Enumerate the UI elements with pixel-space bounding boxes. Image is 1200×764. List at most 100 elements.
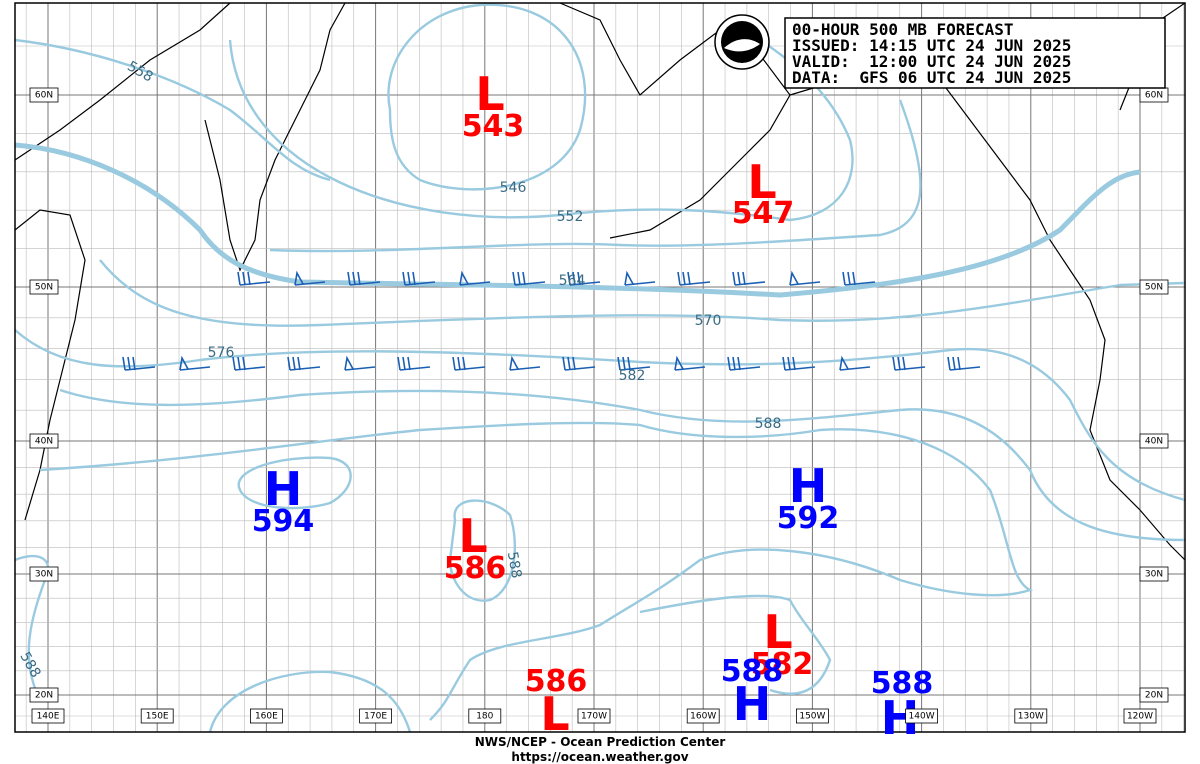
pressure-centers: L 543 L 547 H 594 L 586 H 592 L 582 588 … [252,67,934,745]
label-box [1014,708,1048,724]
header-line: 00-HOUR 500 MB FORECAST [792,20,1014,39]
contour-label: 552 [557,209,584,225]
label-box [1123,708,1157,724]
header-line: ISSUED: 14:15 UTC 24 JUN 2025 [792,36,1071,55]
wind-barb [617,356,651,371]
center-value: 588 [721,654,784,689]
lat-label: 20N [1145,691,1163,701]
coastline [14,2,231,161]
center-value: 586 [525,664,588,699]
lat-label: 50N [35,283,53,293]
contour-line [237,456,352,510]
lon-label: 160E [255,712,278,722]
lat-label: 30N [35,570,53,580]
lon-label: 150W [799,712,825,722]
contour-label: 588 [504,550,524,579]
label-box [577,708,611,724]
lon-label: 130W [1018,712,1044,722]
lon-label: 170E [364,712,387,722]
label-box [29,687,59,703]
grid [15,3,1185,732]
center-value: 547 [732,196,795,231]
center-symbol: L [540,687,569,741]
contour-label: 570 [695,313,722,329]
label-box [1139,433,1169,449]
graticule-labels: 60N 60N 50N 50N 40N 40N 30N 30N 20N 20N 140E 150E 16… [29,87,1169,724]
contour-line [14,142,1141,298]
center-symbol: L [747,155,776,209]
contour-line [269,99,922,253]
wind-barb [562,356,596,371]
wind-barb [727,356,761,371]
center-value: 543 [462,109,525,144]
wind-barb [892,356,926,371]
wind-barb [732,271,766,286]
label-box [359,708,393,724]
center-symbol: H [264,462,303,516]
wind-barb [624,270,656,286]
contour-line [387,3,587,191]
contour-line [228,39,854,222]
center-symbol: L [475,67,504,121]
center-value: 586 [444,551,507,586]
lat-label: 50N [1145,283,1163,293]
lat-label: 30N [1145,570,1163,580]
contour-line [639,594,832,695]
center-value: 594 [252,504,315,539]
wind-barb [452,356,486,371]
contour-line [14,554,50,701]
wind-barb [397,356,431,371]
label-box [686,708,720,724]
label-box [1139,687,1169,703]
wind-barb [782,356,816,371]
wind-barb [122,356,156,371]
contour-label: 576 [208,345,235,361]
center-value: 592 [777,501,840,536]
wind-barb [789,270,821,286]
label-box [468,708,502,724]
wind-barb [179,355,211,371]
noaa-logo [714,14,770,70]
wind-barb [459,270,491,286]
label-box [29,279,59,295]
lon-label: 140E [37,712,60,722]
contour-label: 588 [755,416,782,432]
wind-barb [567,271,601,286]
lon-label: 170W [581,712,607,722]
label-box [29,566,59,582]
lat-label: 20N [35,691,53,701]
wind-barb [947,356,981,371]
wind-barb [232,356,266,371]
wind-barb [294,270,326,286]
contour-line [59,388,1186,542]
header-box [784,17,1166,89]
lat-label: 40N [35,437,53,447]
label-box [249,708,283,724]
wind-barbs [122,270,981,371]
center-symbol: H [733,677,772,731]
wind-barb [674,355,706,371]
wind-barb [839,355,871,371]
wind-barb [512,271,546,286]
wind-barb [402,271,436,286]
contour-label: 582 [619,368,646,384]
contour-line [448,499,516,602]
label-box [796,708,829,724]
center-symbol: H [789,459,828,513]
center-symbol: L [763,605,792,659]
contour-label: 564 [559,273,586,289]
label-box [31,708,65,724]
lon-label: 120W [1127,712,1153,722]
lon-label: 140W [909,712,935,722]
lon-label: 180 [476,712,493,722]
map-frame [14,2,1186,733]
contour-line [208,670,412,733]
footer-url: https://ocean.weather.gov [511,750,688,764]
lat-label: 40N [1145,437,1163,447]
contour-line [99,259,1186,327]
lat-label: 60N [35,91,53,101]
wind-barb [287,356,321,371]
wind-barb [509,355,541,371]
